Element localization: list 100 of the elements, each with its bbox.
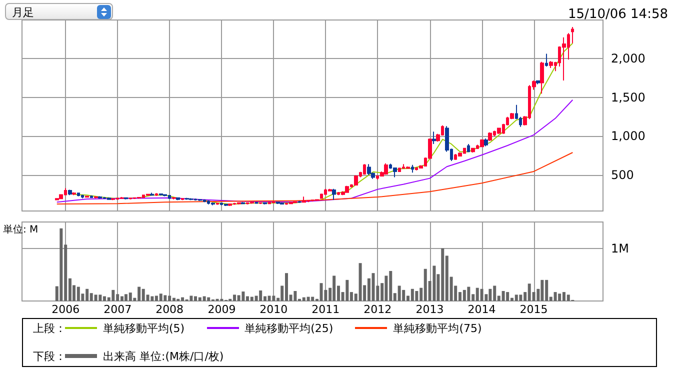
candlestick	[280, 202, 284, 205]
bar	[190, 296, 193, 301]
candlestick	[302, 196, 306, 203]
bar	[268, 296, 271, 301]
candlestick	[224, 204, 228, 206]
bar	[172, 298, 176, 301]
bar	[402, 290, 406, 301]
bar	[480, 288, 484, 301]
bar	[432, 266, 436, 301]
candlestick	[268, 202, 271, 205]
candlestick	[107, 196, 111, 200]
bar	[120, 296, 124, 301]
period-dropdown: 月足	[5, 3, 113, 20]
candlestick	[363, 164, 366, 176]
candlestick	[332, 188, 336, 200]
candlestick	[255, 202, 258, 204]
x-tick-label: 2012	[364, 303, 392, 316]
candlestick	[393, 167, 397, 178]
candlestick	[263, 202, 267, 205]
candlestick	[536, 80, 540, 85]
x-tick-label: 2011	[312, 303, 340, 316]
candlestick	[111, 198, 115, 201]
candlestick	[250, 201, 254, 204]
candlestick	[354, 174, 358, 186]
candlestick	[198, 198, 202, 202]
candlestick	[458, 152, 462, 157]
candlestick	[172, 196, 176, 200]
candlestick	[155, 192, 158, 196]
bar	[462, 290, 466, 301]
bar	[566, 294, 570, 301]
candlestick	[467, 143, 470, 153]
y-tick-label: 500	[611, 168, 634, 182]
y-tick-label: 2,000	[611, 52, 646, 66]
candlestick	[293, 200, 297, 204]
legend-label: 出来高 単位:(M株/口/枚)	[103, 348, 224, 364]
bar	[506, 292, 510, 301]
candlestick	[68, 189, 72, 196]
candlestick	[55, 198, 59, 201]
candlestick	[411, 164, 414, 174]
candlestick	[94, 196, 98, 199]
bar	[306, 296, 310, 301]
bar	[332, 276, 336, 301]
candlestick	[384, 162, 388, 176]
bar	[60, 228, 63, 301]
candlestick	[367, 164, 371, 176]
bar	[272, 296, 276, 301]
candlestick	[228, 203, 232, 206]
candlestick	[272, 200, 275, 204]
legend-title: 上段：	[33, 320, 66, 336]
candlestick	[81, 194, 84, 199]
bar	[259, 290, 262, 301]
bar	[540, 280, 544, 301]
candlestick	[237, 202, 241, 205]
candlestick	[276, 201, 280, 205]
x-tick-label: 2006	[52, 303, 80, 316]
candlestick	[137, 196, 141, 200]
legend-label: 単純移動平均(5)	[103, 320, 185, 336]
candlestick	[159, 193, 163, 196]
candlestick	[471, 147, 475, 153]
candlestick	[545, 53, 548, 67]
bar	[207, 297, 210, 301]
annotation: 15/10/06 14:58	[568, 7, 668, 22]
y-tick-label: 1,500	[611, 90, 646, 104]
candlestick	[480, 138, 484, 148]
line-series	[56, 99, 574, 203]
bar	[346, 280, 349, 301]
x-tick-label: 2010	[260, 303, 288, 316]
bar	[415, 290, 418, 301]
bar	[358, 263, 362, 301]
candlestick	[77, 192, 80, 197]
legend-title: 下段：	[33, 348, 66, 364]
x-tick-label: 2008	[156, 303, 184, 316]
candlestick	[320, 193, 323, 200]
candlestick	[540, 61, 544, 94]
bar	[112, 290, 115, 301]
bar	[467, 286, 470, 301]
candlestick	[562, 36, 566, 81]
candlestick	[185, 197, 189, 200]
candlestick	[129, 197, 132, 200]
x-tick-label: 2013	[416, 303, 444, 316]
bar	[410, 288, 414, 301]
y-tick-label: 1,000	[611, 129, 646, 144]
candlestick	[163, 194, 167, 197]
bar	[554, 292, 557, 301]
candlestick	[150, 192, 154, 196]
bar	[311, 296, 314, 301]
bar	[488, 288, 492, 301]
bar	[237, 295, 240, 301]
bar	[398, 286, 401, 301]
candlestick	[298, 200, 301, 204]
x-tick-label: 2014	[468, 303, 496, 316]
bar	[159, 294, 162, 301]
candlestick	[211, 202, 215, 206]
candlestick	[181, 198, 184, 201]
bar	[202, 296, 206, 301]
y-tick-label: 1M	[611, 241, 629, 256]
x-tick-label: 2009	[208, 303, 236, 316]
bar	[128, 292, 132, 301]
bar	[519, 294, 522, 301]
line-series	[56, 152, 574, 205]
